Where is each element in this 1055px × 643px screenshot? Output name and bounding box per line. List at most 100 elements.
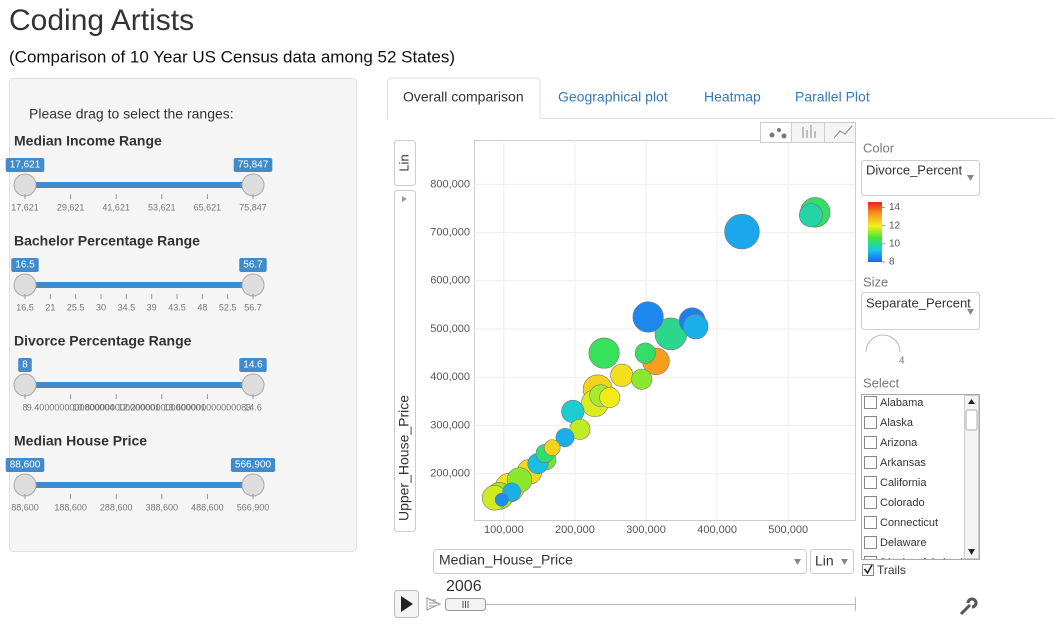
- bar-icon[interactable]: [802, 125, 816, 138]
- y-tick-label: 200,000: [430, 468, 470, 480]
- size-select[interactable]: [861, 292, 980, 330]
- active-tab[interactable]: [387, 77, 541, 119]
- badge: [239, 358, 267, 372]
- state-name[interactable]: Alaska: [880, 417, 914, 429]
- bubble: [724, 213, 760, 250]
- state-name[interactable]: District of Columbia: [880, 557, 976, 569]
- size-variable: Separate_Percent: [866, 295, 971, 310]
- handle[interactable]: [241, 373, 265, 397]
- arrow: [402, 196, 407, 202]
- slider-tick-label: 56.7: [244, 302, 262, 312]
- handle[interactable]: [241, 473, 265, 497]
- handle[interactable]: [241, 273, 265, 297]
- y-tick-label: 600,000: [430, 275, 470, 287]
- x-axis-select[interactable]: [433, 549, 807, 574]
- scroll-thumb[interactable]: [965, 409, 978, 431]
- slider-tick-label: 25.5: [67, 302, 85, 312]
- handle[interactable]: [13, 273, 37, 297]
- y-scale[interactable]: Lin: [396, 154, 411, 171]
- y-axis-select[interactable]: [394, 190, 416, 532]
- state-checkbox[interactable]: [864, 516, 877, 529]
- trails-checkbox[interactable]: [862, 564, 874, 576]
- slider-label: Bachelor Percentage Range: [14, 233, 200, 249]
- badge: [5, 458, 45, 472]
- range-max: 75,847: [238, 160, 269, 171]
- state-checkbox[interactable]: [864, 436, 877, 449]
- color-tick-label: 10: [889, 238, 901, 249]
- select-label: Select: [863, 375, 900, 390]
- color-select[interactable]: [861, 160, 980, 196]
- state-name[interactable]: Arizona: [880, 437, 918, 449]
- state-name[interactable]: Delaware: [880, 537, 926, 549]
- bubble-button[interactable]: [760, 122, 792, 143]
- arrow: [967, 309, 974, 315]
- slider-tick-label: 12.200000000000001: [118, 402, 206, 412]
- bubble: [634, 342, 656, 364]
- icon: [781, 133, 787, 139]
- bubble: [543, 439, 561, 457]
- x-tick-label: 400,000: [697, 524, 737, 536]
- handle[interactable]: [13, 173, 37, 197]
- tab[interactable]: Geographical plot: [558, 89, 668, 105]
- y-scale-button[interactable]: [394, 140, 416, 186]
- bubble: [555, 428, 575, 447]
- track: [25, 282, 253, 288]
- bubble: [683, 313, 709, 340]
- slider-tick-label: 17,621: [11, 202, 39, 212]
- slider-label: Median House Price: [14, 433, 147, 449]
- tab[interactable]: Parallel Plot: [795, 89, 870, 105]
- state-name[interactable]: Connecticut: [880, 517, 938, 529]
- x-scale[interactable]: Lin: [815, 553, 834, 569]
- color-bar: [868, 202, 882, 262]
- slider-tick-label: 9.4000000000000004: [27, 402, 115, 412]
- play-icon: [401, 596, 413, 612]
- bubble: [798, 203, 823, 228]
- range-max: 56.7: [243, 260, 263, 271]
- state-name[interactable]: Alabama: [880, 397, 924, 409]
- arrow: [794, 559, 801, 565]
- state-checkbox[interactable]: [864, 496, 877, 509]
- bubble: [599, 387, 621, 409]
- color-label: Color: [863, 140, 895, 155]
- slider-tick-label: 13.600000000000083: [164, 402, 252, 412]
- state-name[interactable]: Arkansas: [880, 457, 926, 469]
- state-checkbox[interactable]: [864, 416, 877, 429]
- tab[interactable]: Overall comparison: [403, 89, 524, 105]
- state-checkbox[interactable]: [864, 396, 877, 409]
- tab[interactable]: Heatmap: [704, 89, 761, 105]
- state-checkbox[interactable]: [864, 556, 877, 569]
- slider-tick-label: 39: [147, 302, 157, 312]
- slider-tick-label: 566,900: [237, 502, 270, 512]
- state-name[interactable]: Colorado: [880, 497, 925, 509]
- icon: [769, 132, 775, 138]
- speed-icon[interactable]: [426, 597, 442, 611]
- color-tick-label: 12: [889, 220, 901, 231]
- slider-tick-label: 14.6: [244, 402, 262, 412]
- state-checkbox[interactable]: [864, 456, 877, 469]
- line-icon[interactable]: [833, 125, 853, 139]
- subtitle: (Comparison of 10 Year US Census data am…: [9, 47, 455, 66]
- bubble: [588, 337, 620, 369]
- y-tick-label: 700,000: [430, 226, 470, 238]
- x-scale-button[interactable]: [810, 549, 854, 574]
- x-axis-label: Median_House_Price: [439, 552, 573, 568]
- state-checkbox[interactable]: [864, 476, 877, 489]
- slider-tick-label: 43.5: [168, 302, 186, 312]
- state-list[interactable]: [861, 394, 980, 560]
- x-tick-label: 200,000: [555, 524, 595, 536]
- state-checkbox[interactable]: [864, 536, 877, 549]
- handle[interactable]: [241, 173, 265, 197]
- sidebar: [9, 78, 357, 552]
- handle[interactable]: [13, 473, 37, 497]
- year: 2006: [446, 578, 482, 595]
- handle[interactable]: [13, 373, 37, 397]
- slider-label: Median Income Range: [14, 133, 162, 149]
- slider-tick-label: 65,621: [194, 202, 222, 212]
- color-tick-label: 8: [889, 257, 895, 268]
- slider-tick-label: 53,621: [148, 202, 176, 212]
- y-tick-label: 300,000: [430, 419, 470, 431]
- slider-tick-label: 388,600: [146, 502, 179, 512]
- scrollbar[interactable]: [964, 395, 979, 559]
- size-legend: [865, 334, 901, 353]
- state-name[interactable]: California: [880, 477, 927, 489]
